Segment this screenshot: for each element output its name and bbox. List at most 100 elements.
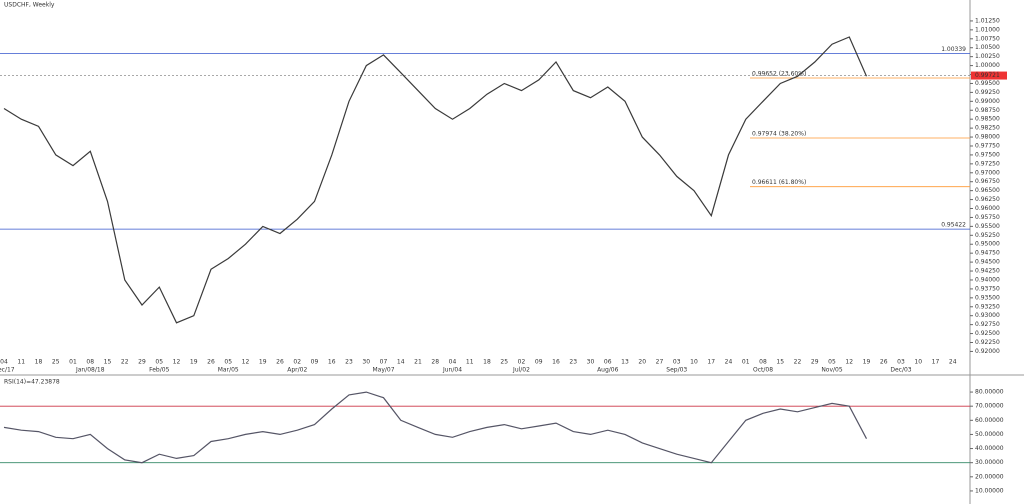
y-tick-label: 0.98500 <box>975 116 1000 123</box>
y-tick-label: 1.00250 <box>975 53 1000 60</box>
x-month-label: Mar/05 <box>218 367 239 374</box>
y-tick-label: 0.95750 <box>975 214 1000 221</box>
y-tick-label: 0.93750 <box>975 285 1000 292</box>
x-tick-label: 01 <box>69 359 77 366</box>
y-tick-label: 0.98750 <box>975 107 1000 114</box>
x-tick-label: 09 <box>311 359 319 366</box>
x-tick-label: 18 <box>483 359 491 366</box>
x-tick-label: 13 <box>621 359 629 366</box>
y-tick-label: 0.94000 <box>975 276 1000 283</box>
x-month-label: Apr/02 <box>287 367 307 374</box>
current-price-label: 0.99721 <box>975 72 1000 79</box>
y-tick-label: 1.00500 <box>975 44 1000 51</box>
y-tick-label: 30.00000 <box>975 459 1004 466</box>
y-tick-label: 0.97250 <box>975 160 1000 167</box>
y-tick-label: 0.92750 <box>975 321 1000 328</box>
x-tick-label: 29 <box>811 359 819 366</box>
y-tick-label: 0.93250 <box>975 303 1000 310</box>
x-tick-label: 14 <box>397 359 405 366</box>
y-tick-label: 80.00000 <box>975 389 1004 396</box>
x-tick-label: 29 <box>138 359 146 366</box>
y-tick-label: 0.99250 <box>975 89 1000 96</box>
x-tick-label: 22 <box>121 359 129 366</box>
y-tick-label: 1.01250 <box>975 17 1000 24</box>
x-tick-label: 08 <box>759 359 767 366</box>
y-tick-label: 0.99000 <box>975 98 1000 105</box>
x-tick-label: 27 <box>656 359 664 366</box>
y-tick-label: 0.94750 <box>975 250 1000 257</box>
x-tick-label: 12 <box>173 359 181 366</box>
x-tick-label: 05 <box>224 359 232 366</box>
y-tick-label: 1.00750 <box>975 35 1000 42</box>
x-tick-label: 07 <box>380 359 388 366</box>
y-tick-label: 20.00000 <box>975 473 1004 480</box>
x-tick-label: 10 <box>690 359 698 366</box>
x-tick-label: 10 <box>914 359 922 366</box>
x-month-label: Dec/17 <box>0 367 15 374</box>
x-tick-label: 15 <box>776 359 784 366</box>
x-tick-label: 26 <box>207 359 215 366</box>
x-month-label: Aug/06 <box>597 367 619 374</box>
x-tick-label: 17 <box>932 359 940 366</box>
x-tick-label: 19 <box>863 359 871 366</box>
x-tick-label: 23 <box>569 359 577 366</box>
x-tick-label: 09 <box>535 359 543 366</box>
y-tick-label: 0.98000 <box>975 134 1000 141</box>
y-tick-label: 0.95500 <box>975 223 1000 230</box>
x-tick-label: 05 <box>155 359 163 366</box>
annotation-label: 0.96611 (61.80%) <box>752 179 806 186</box>
x-month-label: Feb/05 <box>149 367 169 374</box>
y-tick-label: 0.98250 <box>975 125 1000 132</box>
x-tick-label: 19 <box>190 359 198 366</box>
y-tick-label: 10.00000 <box>975 487 1004 494</box>
x-month-label: Oct/08 <box>753 367 773 374</box>
y-tick-label: 0.97500 <box>975 151 1000 158</box>
y-tick-label: 70.00000 <box>975 403 1004 410</box>
x-tick-label: 28 <box>431 359 439 366</box>
series-line <box>3 391 868 464</box>
y-tick-label: 0.97750 <box>975 142 1000 149</box>
x-month-label: Jul/02 <box>512 367 530 374</box>
y-tick-label: 0.93000 <box>975 312 1000 319</box>
y-tick-label: 0.99500 <box>975 80 1000 87</box>
x-tick-label: 25 <box>52 359 60 366</box>
y-tick-label: 0.92250 <box>975 339 1000 346</box>
y-tick-label: 0.97000 <box>975 169 1000 176</box>
x-tick-label: 19 <box>259 359 267 366</box>
annotation-label: 0.97974 (38.20%) <box>752 130 806 137</box>
x-month-label: Sep/03 <box>666 367 687 374</box>
x-tick-label: 01 <box>742 359 750 366</box>
x-tick-label: 16 <box>328 359 336 366</box>
x-tick-label: 23 <box>345 359 353 366</box>
x-month-label: May/07 <box>372 367 394 374</box>
y-tick-label: 0.95250 <box>975 232 1000 239</box>
y-tick-label: 0.96750 <box>975 178 1000 185</box>
y-tick-label: 1.00000 <box>975 62 1000 69</box>
y-tick-label: 50.00000 <box>975 431 1004 438</box>
y-tick-label: 0.96250 <box>975 196 1000 203</box>
x-month-label: Dec/03 <box>890 367 911 374</box>
y-tick-label: 0.94500 <box>975 259 1000 266</box>
y-tick-label: 0.92000 <box>975 348 1000 355</box>
chart-title: USDCHF, Weekly <box>4 2 55 9</box>
y-tick-label: 40.00000 <box>975 445 1004 452</box>
x-tick-label: 26 <box>880 359 888 366</box>
x-tick-label: 17 <box>707 359 715 366</box>
x-tick-label: 24 <box>949 359 957 366</box>
x-tick-label: 08 <box>86 359 94 366</box>
x-tick-label: 20 <box>638 359 646 366</box>
y-tick-label: 0.92500 <box>975 330 1000 337</box>
x-tick-label: 16 <box>552 359 560 366</box>
x-tick-label: 12 <box>242 359 250 366</box>
x-tick-label: 25 <box>500 359 508 366</box>
annotation-label: 1.00339 <box>941 46 966 53</box>
x-tick-label: 06 <box>604 359 612 366</box>
x-tick-label: 30 <box>587 359 595 366</box>
x-tick-label: 05 <box>828 359 836 366</box>
y-tick-label: 0.96500 <box>975 187 1000 194</box>
series-line <box>3 36 868 324</box>
x-month-label: Jun/04 <box>442 367 462 374</box>
x-tick-label: 03 <box>673 359 681 366</box>
